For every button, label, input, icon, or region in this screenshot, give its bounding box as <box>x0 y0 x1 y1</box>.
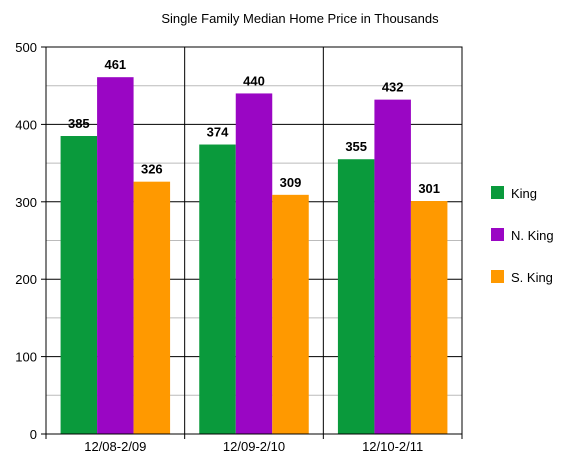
data-label: 301 <box>418 181 440 196</box>
bars <box>60 77 448 435</box>
data-label: 309 <box>280 175 302 190</box>
legend-swatch <box>491 270 504 283</box>
legend: King N. King S. King <box>491 186 554 285</box>
y-tick-label: 0 <box>30 427 37 442</box>
bar <box>235 93 273 434</box>
data-label: 355 <box>345 139 367 154</box>
data-label: 374 <box>207 125 229 140</box>
x-tick-label: 12/10-2/11 <box>362 439 423 454</box>
x-tick-label: 12/08-2/09 <box>84 439 146 454</box>
legend-swatch <box>491 228 504 241</box>
y-tick-label: 200 <box>15 272 37 287</box>
data-label: 440 <box>243 73 265 88</box>
data-label: 461 <box>104 57 126 72</box>
bar <box>97 77 134 434</box>
legend-label: S. King <box>511 270 553 285</box>
axes: 12/08-2/09 12/09-2/10 12/10-2/11 0 100 200 300… <box>15 40 463 454</box>
y-tick-label: 300 <box>15 195 37 210</box>
bar <box>374 99 411 434</box>
data-label: 385 <box>68 116 90 131</box>
bar <box>133 181 171 434</box>
data-label: 432 <box>382 80 404 95</box>
bar <box>199 144 236 435</box>
y-tick-label: 400 <box>15 117 37 132</box>
legend-swatch <box>491 186 504 199</box>
bar <box>410 201 448 434</box>
plot-border <box>45 46 463 435</box>
legend-label: N. King <box>511 228 554 243</box>
bar <box>60 136 98 434</box>
y-tick-label: 100 <box>15 350 37 365</box>
data-labels: 385 461 326 374 440 309 355 432 301 <box>68 57 440 196</box>
legend-label: King <box>511 186 537 201</box>
data-label: 326 <box>141 162 163 177</box>
x-tick-label: 12/09-2/10 <box>223 439 285 454</box>
chart-title: Single Family Median Home Price in Thous… <box>161 11 439 26</box>
bar <box>337 159 375 435</box>
bar <box>272 194 309 434</box>
y-tick-label: 500 <box>15 40 37 55</box>
